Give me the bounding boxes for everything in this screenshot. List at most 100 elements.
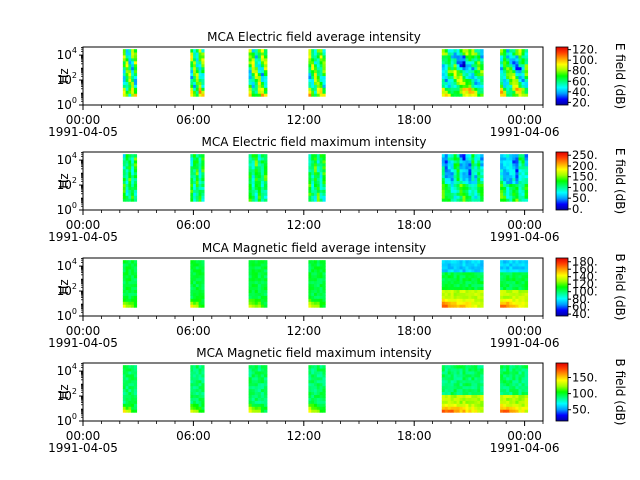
intensity-cell — [450, 289, 455, 293]
intensity-cell — [465, 301, 469, 305]
intensity-cell — [190, 183, 194, 187]
intensity-cell — [195, 295, 200, 299]
intensity-cell — [201, 403, 205, 407]
intensity-cell — [471, 165, 475, 170]
intensity-cell — [263, 154, 268, 158]
intensity-cell — [509, 165, 513, 170]
intensity-cell — [462, 292, 466, 296]
intensity-cell — [257, 263, 262, 267]
intensity-cell — [125, 63, 129, 68]
intensity-cell — [248, 198, 253, 202]
intensity-cell — [131, 403, 135, 407]
intensity-cell — [251, 289, 256, 293]
intensity-cell — [441, 174, 446, 179]
intensity-cell — [509, 379, 513, 384]
intensity-cell — [477, 192, 481, 196]
intensity-cell — [133, 57, 138, 62]
intensity-cell — [512, 409, 516, 413]
intensity-cell — [506, 195, 510, 199]
intensity-cell — [248, 84, 253, 88]
intensity-cell — [512, 379, 516, 384]
intensity-cell — [319, 93, 323, 97]
intensity-cell — [474, 81, 478, 85]
intensity-cell — [518, 55, 522, 59]
intensity-cell — [190, 406, 194, 410]
intensity-cell — [128, 286, 132, 291]
intensity-cell — [319, 52, 323, 56]
intensity-cell — [311, 78, 315, 82]
intensity-cell — [308, 168, 312, 173]
intensity-cell — [453, 379, 457, 384]
intensity-cell — [468, 52, 472, 56]
intensity-cell — [447, 385, 452, 390]
intensity-cell — [257, 52, 262, 56]
intensity-cell — [133, 168, 138, 173]
intensity-cell — [509, 75, 513, 80]
intensity-cell — [480, 84, 484, 88]
intensity-cell — [468, 298, 472, 302]
intensity-cell — [524, 394, 529, 398]
intensity-cell — [314, 177, 318, 182]
intensity-cell — [468, 183, 472, 187]
intensity-cell — [503, 271, 507, 276]
intensity-cell — [515, 263, 519, 267]
intensity-cell — [190, 298, 194, 302]
intensity-cell — [506, 397, 510, 401]
intensity-cell — [319, 365, 323, 369]
intensity-cell — [260, 93, 265, 97]
intensity-cell — [462, 198, 466, 202]
intensity-cell — [509, 69, 513, 74]
intensity-cell — [251, 195, 256, 199]
intensity-cell — [319, 49, 323, 53]
intensity-cell — [201, 160, 205, 164]
intensity-cell — [319, 400, 323, 404]
intensity-cell — [477, 87, 481, 91]
y-tick-label: 104 — [57, 362, 77, 378]
intensity-cell — [465, 180, 469, 185]
intensity-cell — [254, 195, 259, 199]
intensity-cell — [474, 180, 478, 185]
colorbar-tick-label: 200. — [572, 159, 598, 173]
intensity-cell — [515, 382, 519, 387]
intensity-cell — [524, 409, 529, 413]
intensity-cell — [322, 87, 326, 91]
intensity-cell — [260, 304, 265, 308]
intensity-cell — [128, 93, 132, 97]
intensity-cell — [133, 49, 138, 53]
intensity-cell — [198, 93, 202, 97]
intensity-cell — [263, 189, 268, 193]
intensity-cell — [515, 87, 519, 91]
intensity-cell — [263, 400, 268, 404]
intensity-cell — [257, 268, 262, 273]
intensity-cell — [456, 268, 460, 273]
intensity-cell — [462, 162, 466, 167]
intensity-cell — [195, 192, 200, 196]
intensity-cell — [198, 271, 202, 276]
intensity-cell — [500, 154, 504, 158]
intensity-cell — [198, 81, 202, 85]
intensity-cell — [512, 192, 516, 196]
intensity-cell — [447, 154, 452, 158]
intensity-cell — [450, 63, 455, 68]
intensity-cell — [450, 162, 455, 167]
intensity-cell — [521, 274, 525, 279]
intensity-cell — [254, 90, 259, 94]
intensity-cell — [308, 295, 312, 299]
intensity-cell — [447, 66, 452, 71]
intensity-cell — [441, 154, 446, 158]
intensity-cell — [311, 154, 315, 158]
intensity-cell — [251, 93, 256, 97]
intensity-cell — [515, 157, 519, 161]
intensity-cell — [201, 301, 205, 305]
intensity-cell — [450, 165, 455, 170]
intensity-cell — [260, 397, 265, 401]
intensity-cell — [524, 274, 529, 279]
intensity-cell — [198, 165, 202, 170]
intensity-cell — [468, 168, 472, 173]
intensity-cell — [480, 186, 484, 190]
intensity-cell — [456, 162, 460, 167]
intensity-cell — [518, 160, 522, 164]
intensity-cell — [521, 72, 525, 77]
intensity-cell — [198, 286, 202, 291]
intensity-cell — [193, 60, 197, 65]
